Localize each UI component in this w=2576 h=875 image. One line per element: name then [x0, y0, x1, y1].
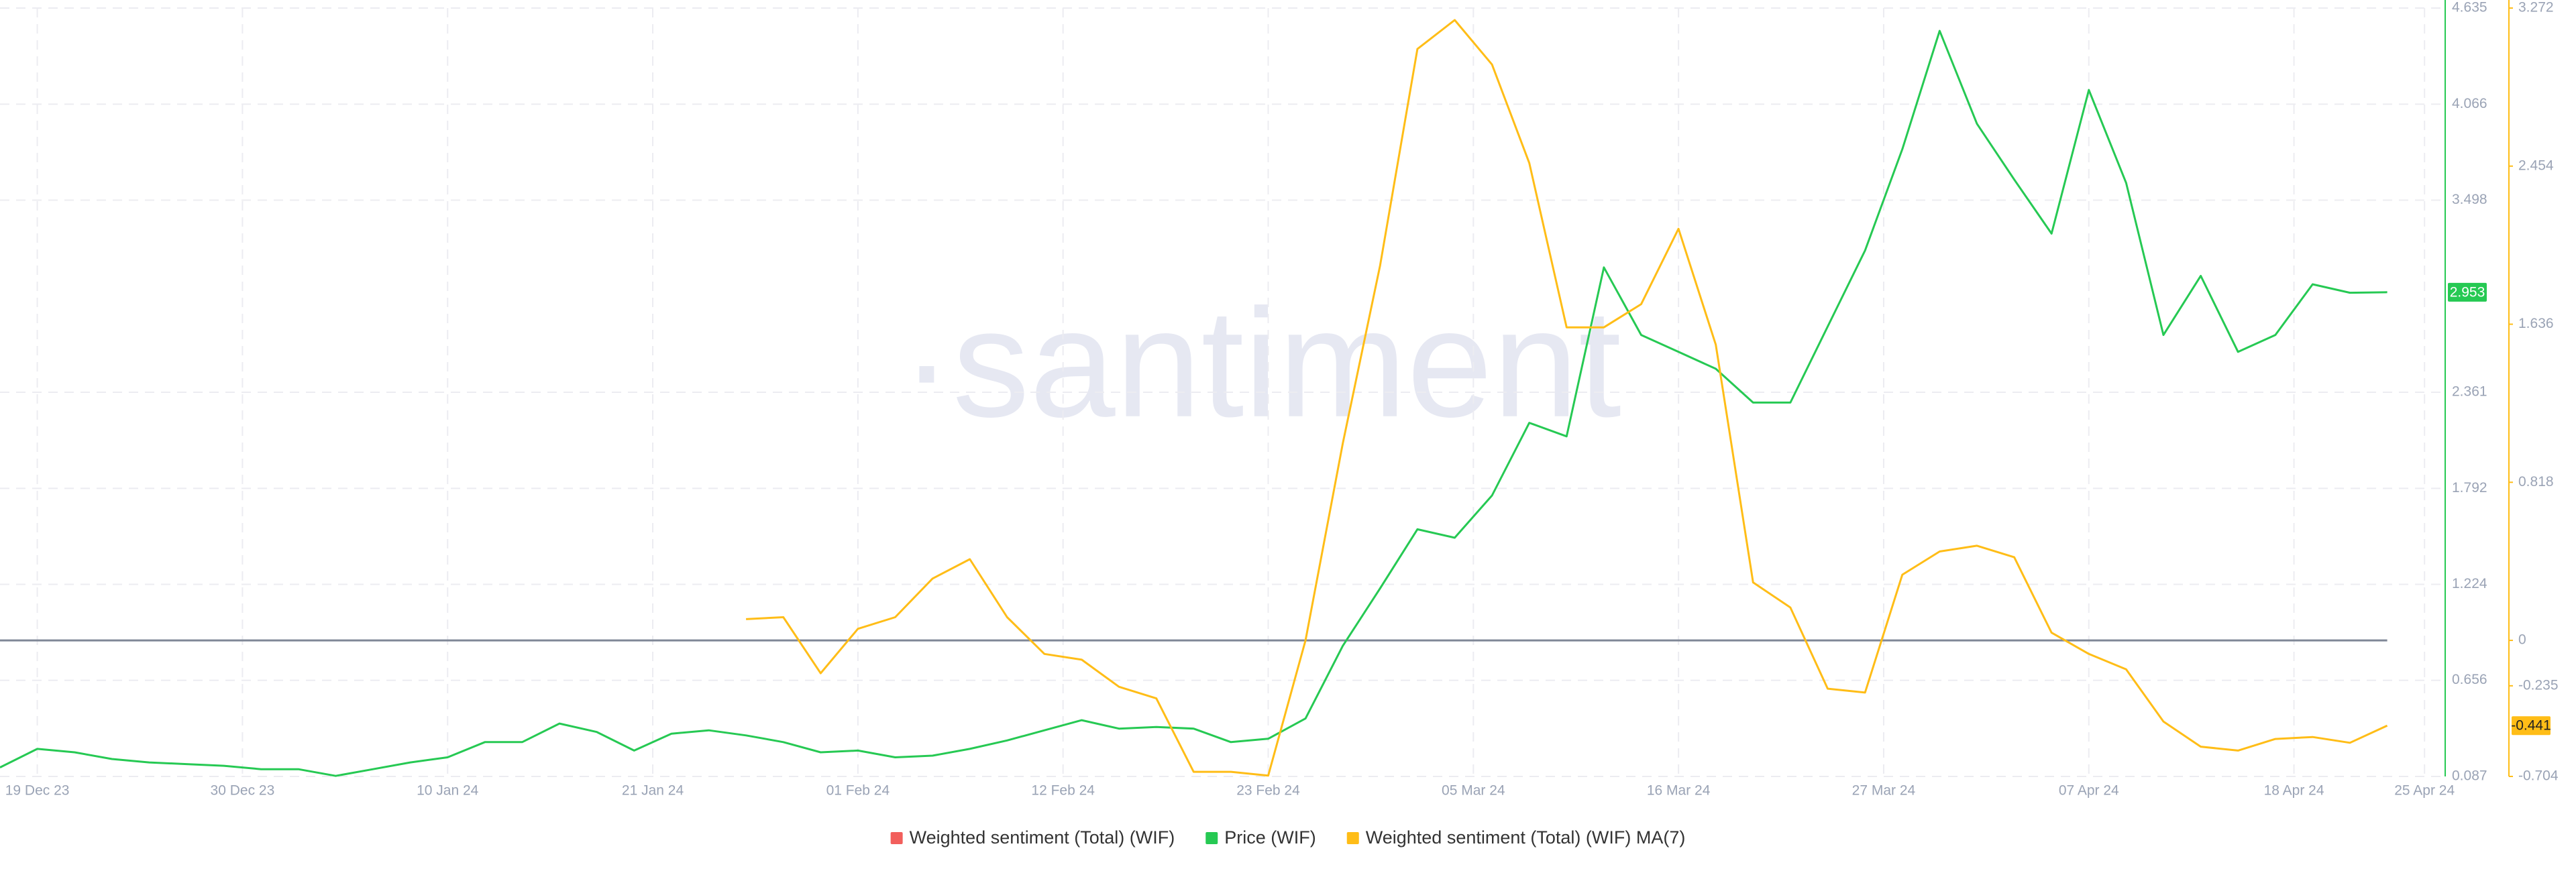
last-value-badge [2512, 716, 2551, 736]
legend-swatch [1205, 832, 1218, 844]
y2-tick-label: -0.235 [2518, 677, 2559, 693]
legend-swatch [1346, 832, 1359, 844]
y2-tick-label: 0 [2518, 632, 2526, 648]
x-tick-label: 25 Apr 24 [2394, 783, 2455, 799]
y-tick-label: 0.087 [2452, 768, 2487, 784]
y2-tick-label: -0.704 [2518, 768, 2559, 784]
y-tick-label: 1.792 [2452, 480, 2487, 495]
y-tick-label: 4.066 [2452, 96, 2487, 111]
last-value-label: -0.441 [2511, 718, 2551, 734]
last-value-label: 2.953 [2450, 284, 2485, 300]
y-tick-label: 1.224 [2452, 576, 2487, 591]
y-tick-label: 4.635 [2452, 0, 2487, 15]
y-tick-label: 2.361 [2452, 384, 2487, 400]
legend-label: Price (WIF) [1224, 827, 1316, 848]
x-tick-label: 21 Jan 24 [622, 783, 684, 799]
x-tick-label: 07 Apr 24 [2059, 783, 2119, 799]
legend-label: Weighted sentiment (Total) (WIF) MA(7) [1366, 827, 1686, 848]
y2-tick-label: 0.818 [2518, 474, 2554, 489]
legend-label: Weighted sentiment (Total) (WIF) [910, 827, 1175, 848]
x-tick-label: 01 Feb 24 [826, 783, 890, 799]
y2-tick-label: 2.454 [2518, 158, 2554, 173]
watermark: ·santiment [901, 277, 1621, 449]
x-tick-label: 19 Dec 23 [5, 783, 70, 799]
x-tick-label: 10 Jan 24 [417, 783, 479, 799]
series-line [0, 30, 2387, 777]
x-tick-label: 16 Mar 24 [1647, 783, 1711, 799]
x-tick-label: 05 Mar 24 [1442, 783, 1505, 799]
x-tick-label: 12 Feb 24 [1031, 783, 1095, 799]
x-tick-label: 30 Dec 23 [211, 783, 275, 799]
x-tick-label: 23 Feb 24 [1236, 783, 1300, 799]
legend-swatch [890, 832, 903, 844]
x-tick-label: 27 Mar 24 [1852, 783, 1916, 799]
y-tick-label: 0.656 [2452, 672, 2487, 687]
legend: Weighted sentiment (Total) (WIF) Price (W… [890, 827, 1686, 848]
x-tick-label: 18 Apr 24 [2264, 783, 2324, 799]
y-tick-label: 3.498 [2452, 192, 2487, 207]
y2-tick-label: 3.272 [2518, 0, 2554, 15]
last-value-badge [2448, 282, 2487, 302]
series-line [746, 19, 2388, 777]
y2-tick-label: 1.636 [2518, 316, 2554, 331]
